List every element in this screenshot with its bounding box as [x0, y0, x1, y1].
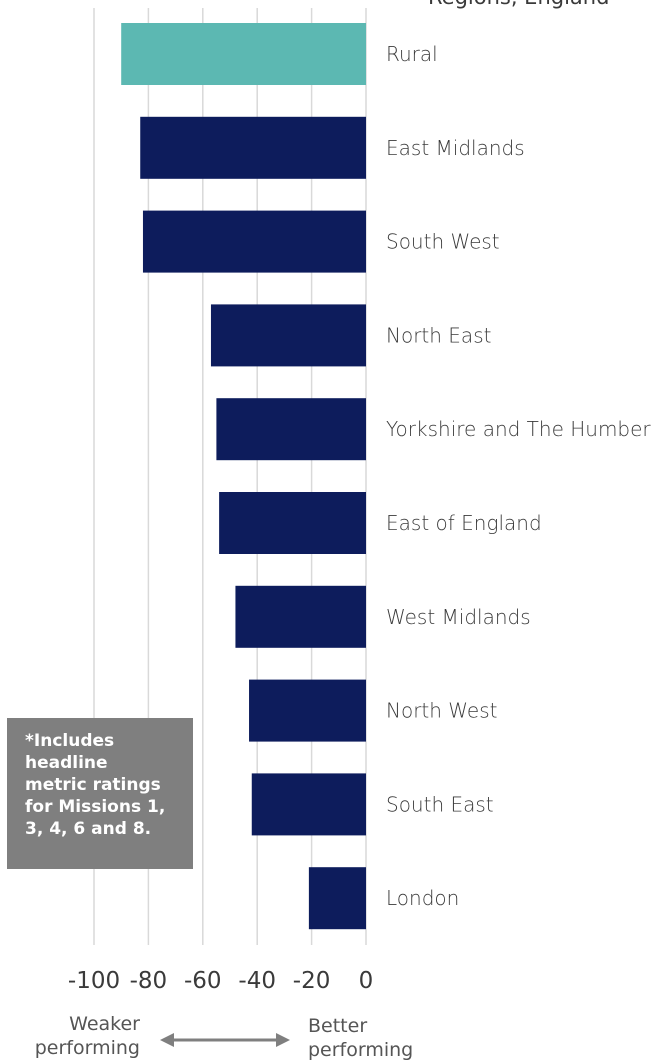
category-label: London	[386, 886, 459, 910]
category-label: East Midlands	[386, 136, 525, 160]
category-label: South West	[386, 230, 500, 254]
better-label-line1: Better	[308, 1015, 367, 1037]
bar-yorkshire-and-the-humber	[216, 398, 366, 461]
x-tick-labels: -100 -80 -60 -40 -20 0	[68, 968, 373, 994]
weaker-label-line1: Weaker	[69, 1013, 140, 1035]
note-box: *Includes headline metric ratings for Mi…	[7, 718, 193, 869]
note-text: *Includes headline metric ratings for Mi…	[25, 731, 166, 839]
bar-east-of-england	[219, 492, 366, 554]
x-tick-label: -20	[293, 968, 331, 994]
bar-south-west	[142, 210, 366, 273]
x-tick-label: -80	[130, 968, 168, 994]
x-tick-label: 0	[359, 968, 374, 994]
category-label: Yorkshire and The Humber	[386, 417, 651, 441]
bar-north-west	[249, 679, 366, 742]
category-label: West Midlands	[386, 605, 531, 629]
category-label: East of England	[386, 511, 542, 535]
category-labels: Rural East Midlands South West North East Yo…	[386, 42, 651, 910]
weaker-label-line2: performing	[35, 1037, 140, 1059]
bar-north-east	[210, 304, 366, 367]
category-label: Rural	[386, 42, 438, 66]
bar-south-east	[251, 773, 366, 836]
chart-title: Regions, England	[428, 0, 609, 9]
double-arrow-icon	[160, 1033, 290, 1047]
x-tick-label: -40	[238, 968, 276, 994]
category-label: North West	[386, 699, 497, 723]
bar-london	[308, 867, 366, 930]
category-label: North East	[386, 323, 491, 347]
x-tick-label: -100	[68, 968, 120, 994]
category-label: South East	[386, 792, 494, 816]
x-tick-label: -60	[184, 968, 222, 994]
better-label-line2: performing	[308, 1039, 413, 1060]
bar-west-midlands	[235, 585, 366, 648]
bars	[121, 23, 366, 930]
bar-east-midlands	[140, 116, 366, 179]
bar-rural	[121, 23, 366, 85]
